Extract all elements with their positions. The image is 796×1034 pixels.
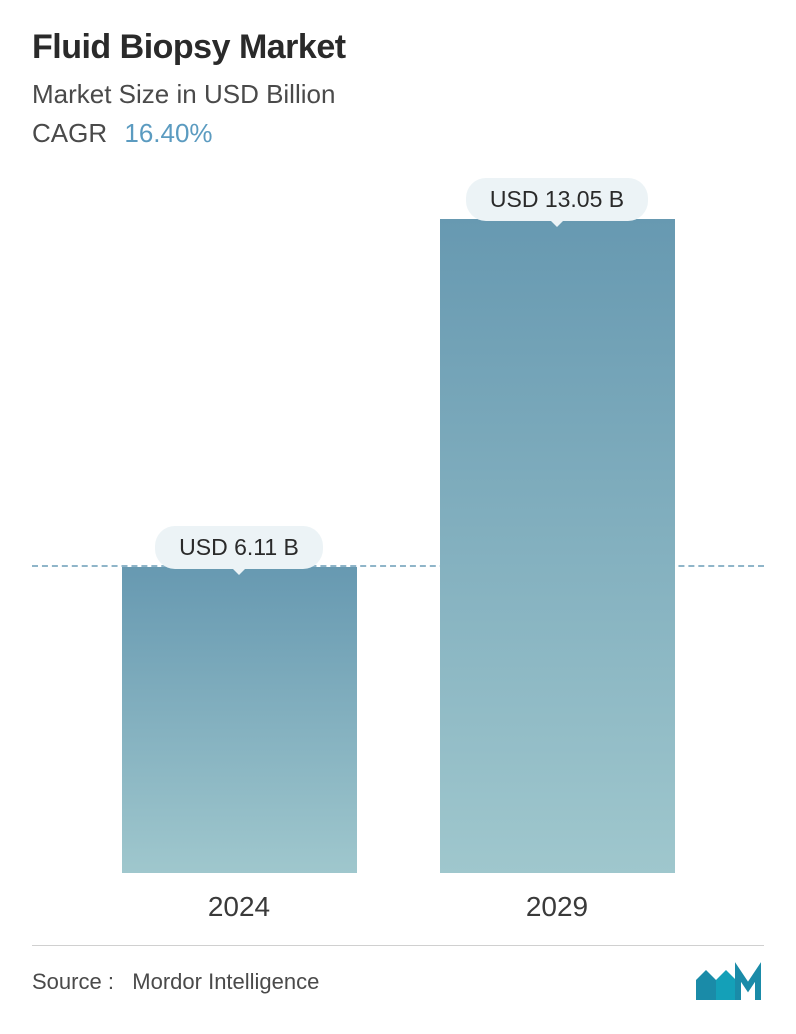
cagr-value: 16.40% xyxy=(124,118,212,148)
cagr-label: CAGR xyxy=(32,118,107,148)
bar-group: USD 6.11 B xyxy=(122,526,357,873)
bar xyxy=(122,567,357,873)
x-axis-labels: 2024 2029 xyxy=(32,873,764,923)
brand-logo-icon xyxy=(694,962,764,1002)
source-text: Source : Mordor Intelligence xyxy=(32,969,319,995)
value-badge: USD 13.05 B xyxy=(466,178,648,221)
cagr-row: CAGR 16.40% xyxy=(32,118,764,149)
chart-area: USD 6.11 B USD 13.05 B xyxy=(32,173,764,873)
bars-container: USD 6.11 B USD 13.05 B xyxy=(32,173,764,873)
bar xyxy=(440,219,675,873)
x-axis-label: 2029 xyxy=(440,891,675,923)
chart-subtitle: Market Size in USD Billion xyxy=(32,79,764,110)
bar-group: USD 13.05 B xyxy=(440,178,675,873)
value-badge: USD 6.11 B xyxy=(155,526,323,569)
footer: Source : Mordor Intelligence xyxy=(32,946,764,1002)
chart-title: Fluid Biopsy Market xyxy=(32,28,764,67)
source-name: Mordor Intelligence xyxy=(132,969,319,994)
x-axis-label: 2024 xyxy=(122,891,357,923)
source-label: Source : xyxy=(32,969,114,994)
